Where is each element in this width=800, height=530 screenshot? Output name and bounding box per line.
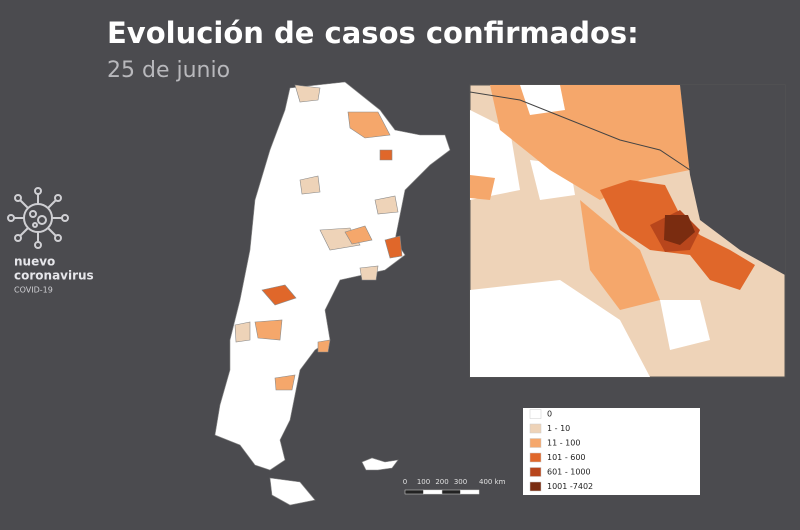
region — [470, 175, 495, 200]
scale-segment — [460, 489, 480, 495]
river — [469, 91, 691, 171]
legend-label: 11 - 100 — [547, 439, 580, 448]
scale-bar: 0 100 200 300 400 km — [403, 478, 506, 495]
scale-segment — [441, 489, 461, 495]
legend-label: 0 — [547, 410, 552, 419]
legend-label: 601 - 1000 — [547, 468, 591, 477]
legend-swatch — [529, 423, 542, 434]
logo-text: coronavirus — [14, 269, 94, 283]
legend-label: 1 - 10 — [547, 424, 570, 433]
legend-label: 1001 -7402 — [547, 482, 593, 491]
logo-text: nuevo — [14, 255, 55, 269]
virus-icon — [7, 187, 69, 249]
legend-box — [523, 408, 700, 495]
legend-label: 101 - 600 — [547, 453, 586, 462]
title: Evolución de casos confirmados: — [107, 16, 639, 50]
region — [470, 280, 650, 377]
scale-label: 0 — [403, 478, 407, 486]
legend-swatch — [529, 452, 542, 463]
inset-map — [469, 84, 786, 378]
region — [580, 200, 660, 310]
scale-segment — [423, 489, 443, 495]
water — [680, 85, 785, 275]
legend: 0 1 - 10 11 - 100 101 - 600 601 - 1000 1001 -… — [529, 409, 593, 492]
scale-label: 100 — [417, 478, 430, 486]
region — [490, 85, 690, 200]
legend-swatch — [529, 481, 542, 492]
scale-label: 300 — [454, 478, 467, 486]
legend-swatch — [529, 467, 542, 477]
legend-swatch — [529, 409, 542, 419]
legend-swatch — [529, 438, 542, 448]
logo-text: COVID-19 — [14, 286, 53, 295]
region — [660, 300, 710, 350]
scale-segment — [404, 489, 424, 495]
country-map — [214, 81, 451, 506]
subtitle: 25 de junio — [107, 58, 230, 83]
scale-label: 200 — [435, 478, 448, 486]
region — [664, 215, 695, 245]
region — [520, 85, 565, 115]
scale-label: 400 km — [479, 478, 506, 486]
